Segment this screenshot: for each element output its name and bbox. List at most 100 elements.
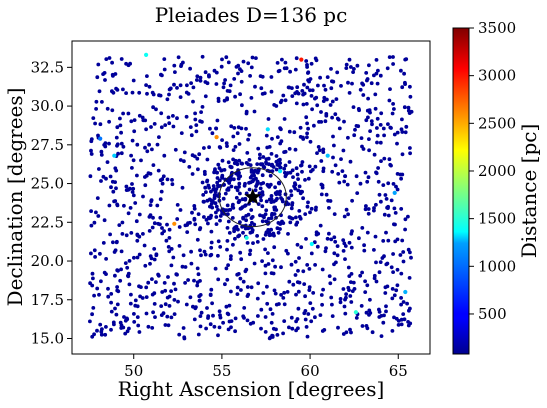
field-point xyxy=(392,315,396,320)
highlighted-point xyxy=(392,190,397,195)
colorbar-tick-label: 1000 xyxy=(478,257,516,275)
field-point xyxy=(248,321,253,326)
field-point xyxy=(293,67,298,72)
field-point xyxy=(325,75,330,79)
field-point xyxy=(263,330,268,334)
field-point xyxy=(169,247,174,251)
field-point xyxy=(166,115,171,120)
field-point xyxy=(336,117,341,122)
field-point xyxy=(105,160,110,165)
field-point xyxy=(359,304,364,308)
field-point xyxy=(392,293,397,298)
field-point xyxy=(92,293,96,298)
field-point xyxy=(269,200,274,205)
field-point xyxy=(336,172,341,176)
field-point xyxy=(273,185,277,190)
field-point xyxy=(157,135,161,140)
field-point xyxy=(319,182,324,187)
field-point xyxy=(167,92,171,97)
field-point xyxy=(144,295,149,299)
field-point xyxy=(109,309,114,314)
field-point xyxy=(308,139,313,144)
field-point xyxy=(94,99,99,104)
field-point xyxy=(357,236,361,241)
field-point xyxy=(157,93,161,98)
field-point xyxy=(98,251,102,256)
field-point xyxy=(175,86,179,90)
field-point xyxy=(127,282,132,287)
highlighted-point xyxy=(278,169,283,174)
field-point xyxy=(372,206,376,210)
field-point xyxy=(305,263,310,267)
field-point xyxy=(194,129,199,134)
highlighted-point xyxy=(309,241,314,247)
field-point xyxy=(266,117,271,121)
field-point xyxy=(324,192,329,197)
field-point xyxy=(173,70,177,74)
field-point xyxy=(147,229,152,233)
field-point xyxy=(342,214,347,219)
field-point xyxy=(240,161,245,166)
field-point xyxy=(198,248,202,253)
field-point xyxy=(342,179,347,184)
field-point xyxy=(160,231,165,236)
field-point xyxy=(310,88,315,93)
field-point xyxy=(188,66,193,71)
field-point xyxy=(328,199,333,203)
field-point xyxy=(148,203,153,208)
field-point xyxy=(344,207,349,212)
field-point xyxy=(203,185,208,190)
field-point xyxy=(114,312,119,317)
field-point xyxy=(306,176,311,181)
field-point xyxy=(301,137,306,141)
field-point xyxy=(189,133,194,138)
field-point xyxy=(126,273,130,278)
field-point xyxy=(129,119,134,124)
field-point xyxy=(369,119,374,123)
field-point xyxy=(395,267,400,272)
field-point xyxy=(245,318,250,323)
field-point xyxy=(277,192,282,197)
field-point xyxy=(147,84,152,89)
field-point xyxy=(165,314,170,319)
field-point xyxy=(296,177,300,182)
field-point xyxy=(159,304,164,308)
field-point xyxy=(240,197,245,202)
field-point xyxy=(269,227,273,232)
field-point xyxy=(364,310,369,315)
field-point xyxy=(318,75,322,80)
field-point xyxy=(252,261,257,266)
field-point xyxy=(282,166,287,171)
field-point xyxy=(274,154,279,158)
field-point xyxy=(102,71,107,75)
field-point xyxy=(320,302,324,307)
field-point xyxy=(351,70,355,74)
field-point xyxy=(300,169,304,174)
field-point xyxy=(363,279,367,284)
field-point xyxy=(375,140,379,145)
field-point xyxy=(109,292,114,296)
field-point xyxy=(107,56,112,60)
field-point xyxy=(225,239,230,243)
colorbar-tick-label: 3000 xyxy=(478,67,516,85)
field-point xyxy=(286,232,290,236)
field-point xyxy=(202,249,207,254)
field-point xyxy=(244,218,249,223)
field-point xyxy=(321,287,325,292)
field-point xyxy=(391,102,395,106)
field-point xyxy=(190,210,194,215)
field-point xyxy=(282,319,287,323)
field-point xyxy=(261,181,266,185)
field-point xyxy=(256,202,261,207)
field-point xyxy=(205,157,210,162)
field-point xyxy=(301,269,306,274)
highlighted-point xyxy=(144,52,149,58)
field-point xyxy=(260,92,265,96)
field-point xyxy=(276,158,281,163)
field-point xyxy=(137,252,142,257)
field-point xyxy=(278,100,283,105)
field-point xyxy=(247,181,251,185)
field-point xyxy=(209,287,214,292)
x-tick-label: 65 xyxy=(389,362,408,380)
field-point xyxy=(283,163,288,168)
